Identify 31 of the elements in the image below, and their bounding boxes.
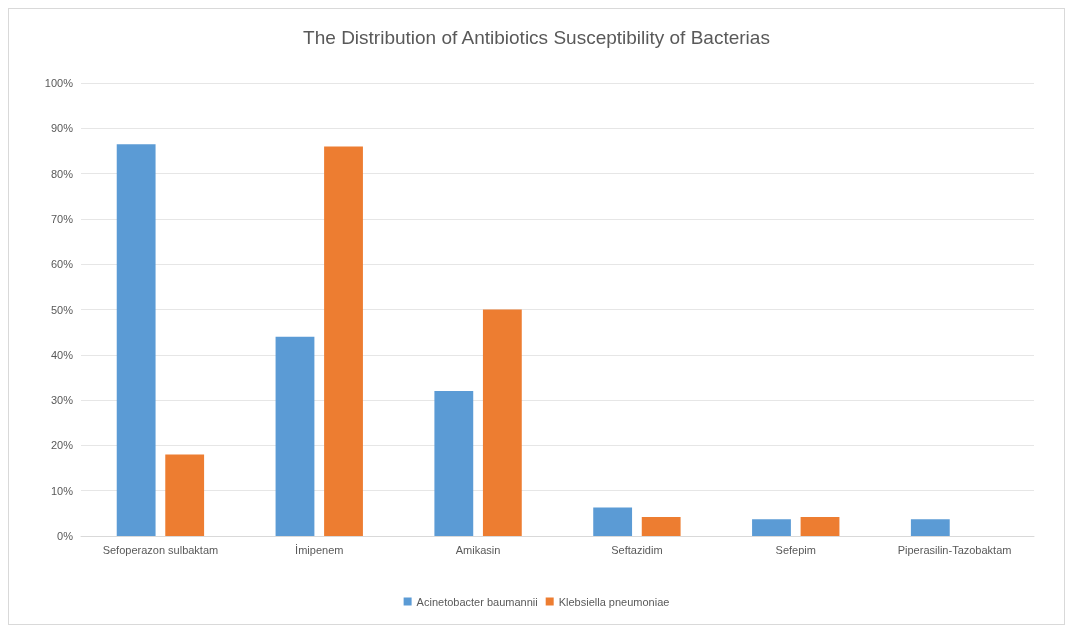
bar bbox=[165, 454, 205, 536]
bar bbox=[910, 519, 950, 536]
x-tick-label: Seftazidim bbox=[611, 543, 663, 556]
bar bbox=[752, 519, 791, 536]
y-tick-label: 80% bbox=[50, 167, 74, 180]
bar bbox=[434, 391, 474, 536]
y-tick-label: 20% bbox=[50, 439, 74, 452]
bar bbox=[593, 507, 633, 536]
y-tick-label: 50% bbox=[50, 303, 74, 316]
y-tick-label: 90% bbox=[50, 122, 74, 135]
y-tick-label: 70% bbox=[50, 212, 74, 225]
x-tick-label: İmipenem bbox=[295, 543, 344, 556]
x-tick-label: Sefepim bbox=[775, 543, 816, 556]
bar bbox=[324, 146, 363, 536]
y-tick-label: 30% bbox=[50, 394, 74, 407]
legend-label: Acinetobacter baumannii bbox=[416, 595, 538, 608]
y-tick-label: 100% bbox=[44, 77, 74, 89]
x-tick-label: Amikasin bbox=[455, 543, 501, 556]
x-tick-label: Sefoperazon sulbaktam bbox=[102, 543, 219, 556]
y-tick-label: 10% bbox=[50, 484, 74, 497]
chart-title: The Distribution of Antibiotics Susceptibility of Bacterias bbox=[303, 27, 770, 48]
y-tick-label: 0% bbox=[57, 530, 74, 542]
y-tick-label: 40% bbox=[50, 348, 74, 361]
bar bbox=[482, 309, 522, 536]
bar bbox=[116, 144, 156, 536]
bar bbox=[800, 516, 840, 536]
bar bbox=[641, 516, 681, 536]
y-tick-label: 60% bbox=[50, 258, 74, 271]
x-tick-label: Piperasilin-Tazobaktam bbox=[897, 543, 1012, 556]
legend-label: Klebsiella pneumoniae bbox=[558, 595, 670, 608]
bar bbox=[275, 336, 315, 536]
